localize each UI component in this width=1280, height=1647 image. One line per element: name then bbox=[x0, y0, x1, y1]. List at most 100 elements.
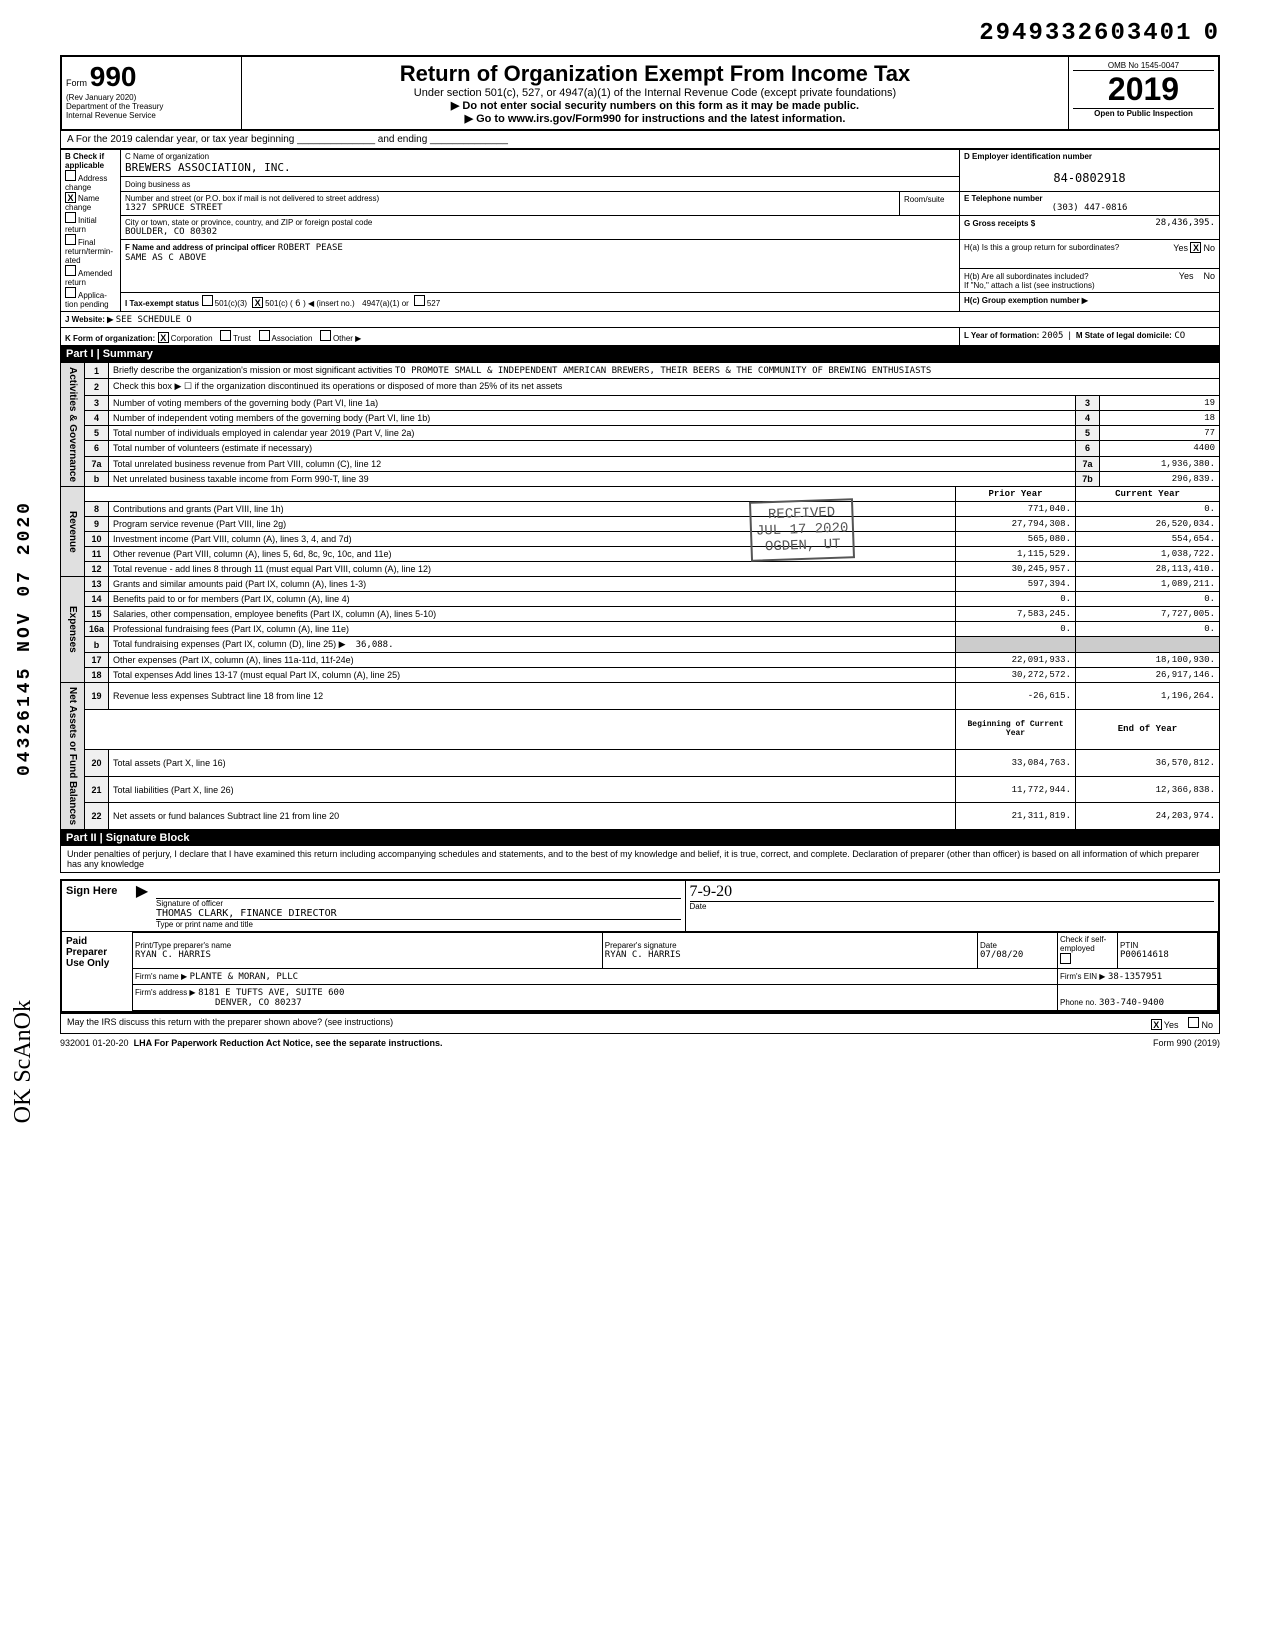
firm-addr2: DENVER, CO 80237 bbox=[135, 998, 1055, 1008]
row-prior: 22,091,933. bbox=[956, 653, 1076, 668]
city: BOULDER, CO 80302 bbox=[125, 227, 955, 237]
row-prior: 33,084,763. bbox=[956, 750, 1076, 777]
hb-note: If "No," attach a list (see instructions… bbox=[964, 281, 1215, 290]
g-label: G Gross receipts $ bbox=[964, 219, 1035, 228]
officer-addr: SAME AS C ABOVE bbox=[125, 253, 955, 263]
prep-name-label: Print/Type preparer's name bbox=[135, 941, 600, 950]
row-num: 18 bbox=[85, 668, 109, 683]
k-trust: Trust bbox=[233, 334, 251, 343]
room-label: Room/suite bbox=[904, 195, 944, 204]
row-label: Total unrelated business revenue from Pa… bbox=[109, 456, 1076, 471]
row-box: 6 bbox=[1076, 441, 1100, 456]
firm-addr1: 8181 E TUFTS AVE, SUITE 600 bbox=[198, 988, 344, 998]
row-val: 4400 bbox=[1100, 441, 1220, 456]
k-corp-box[interactable] bbox=[158, 332, 169, 343]
cat-net: Net Assets or Fund Balances bbox=[65, 685, 80, 827]
row-num: 12 bbox=[85, 562, 109, 577]
row-cur: 7,727,005. bbox=[1076, 607, 1220, 622]
row-prior: 771,040. bbox=[956, 502, 1076, 517]
dba-label: Doing business as bbox=[125, 180, 190, 189]
row-label: Number of independent voting members of … bbox=[109, 410, 1076, 425]
row-num: 4 bbox=[85, 410, 109, 425]
row-cur: 12,366,838. bbox=[1076, 776, 1220, 803]
row-val: 1,936,380. bbox=[1100, 456, 1220, 471]
firm-phone: 303-740-9400 bbox=[1099, 998, 1164, 1008]
row-val: 19 bbox=[1100, 395, 1220, 410]
paid-preparer-label: Paid Preparer Use Only bbox=[62, 932, 132, 1011]
b-label: B Check if applicable bbox=[65, 152, 116, 170]
row-label: Total fundraising expenses (Part IX, col… bbox=[113, 639, 346, 649]
row-label: Net unrelated business taxable income fr… bbox=[109, 471, 1076, 486]
prep-sig: RYAN C. HARRIS bbox=[605, 950, 975, 960]
line1-value: TO PROMOTE SMALL & INDEPENDENT AMERICAN … bbox=[395, 366, 931, 376]
hb-no: No bbox=[1203, 271, 1215, 281]
row-num: 5 bbox=[85, 426, 109, 441]
name-label: Type or print name and title bbox=[156, 919, 681, 929]
perjury-statement: Under penalties of perjury, I declare th… bbox=[60, 846, 1220, 873]
dln-number: 2949332603401 bbox=[979, 20, 1192, 47]
form-dept: Department of the Treasury bbox=[66, 102, 237, 111]
part2-header: Part II | Signature Block bbox=[60, 830, 1220, 846]
ein: 84-0802918 bbox=[964, 171, 1215, 185]
row-box: 4 bbox=[1076, 410, 1100, 425]
line2: Check this box ▶ ☐ if the organization d… bbox=[109, 379, 1220, 395]
discuss-yes-box[interactable] bbox=[1151, 1019, 1162, 1030]
i-label: I Tax-exempt status bbox=[125, 299, 199, 308]
status-c: 501(c) ( bbox=[265, 299, 293, 308]
line1-label: Briefly describe the organization's miss… bbox=[113, 365, 392, 375]
hb-yes: Yes bbox=[1179, 271, 1194, 281]
row-num: 15 bbox=[85, 607, 109, 622]
firm-ein-label: Firm's EIN ▶ bbox=[1060, 972, 1105, 981]
f-label: F Name and address of principal officer bbox=[125, 243, 275, 252]
k-corp: Corporation bbox=[171, 334, 213, 343]
row-num: 20 bbox=[85, 750, 109, 777]
row-val: 77 bbox=[1100, 426, 1220, 441]
row-label: Total liabilities (Part X, line 26) bbox=[109, 776, 956, 803]
col-end: End of Year bbox=[1076, 709, 1220, 750]
status-c-box[interactable] bbox=[252, 297, 263, 308]
row-val: 296,839. bbox=[1100, 471, 1220, 486]
received-stamp: RECEIVED JUL 17 2020 OGDEN, UT bbox=[749, 498, 855, 562]
row-num: 6 bbox=[85, 441, 109, 456]
hb-label: H(b) Are all subordinates included? bbox=[964, 272, 1089, 281]
cat-governance: Activities & Governance bbox=[65, 365, 80, 484]
form-warn1: ▶ Do not enter social security numbers o… bbox=[250, 99, 1060, 112]
row-prior: 27,794,308. bbox=[956, 517, 1076, 532]
e-label: E Telephone number bbox=[964, 194, 1215, 203]
row-label: Number of voting members of the governin… bbox=[109, 395, 1076, 410]
summary-table: Activities & Governance 1 Briefly descri… bbox=[60, 362, 1220, 830]
row-cur: 36,570,812. bbox=[1076, 750, 1220, 777]
row-mid: 36,088. bbox=[356, 640, 394, 650]
row-cur: 1,089,211. bbox=[1076, 577, 1220, 592]
l-label: L Year of formation: bbox=[964, 331, 1039, 340]
col-begin: Beginning of Current Year bbox=[956, 709, 1076, 750]
row-num: 8 bbox=[85, 502, 109, 517]
ha-yes: Yes bbox=[1173, 243, 1188, 253]
c-label: C Name of organization bbox=[125, 152, 955, 161]
row-prior: 565,080. bbox=[956, 532, 1076, 547]
footer-lha: LHA For Paperwork Reduction Act Notice, … bbox=[134, 1038, 443, 1048]
form-irs: Internal Revenue Service bbox=[66, 111, 237, 120]
ptin-label: PTIN bbox=[1120, 941, 1215, 950]
row-num: 16a bbox=[85, 622, 109, 637]
firm-name-label: Firm's name ▶ bbox=[135, 972, 187, 981]
status-4947: 4947(a)(1) or bbox=[362, 299, 409, 308]
row-num: 10 bbox=[85, 532, 109, 547]
footer-form: Form 990 (2019) bbox=[1153, 1038, 1220, 1048]
row-cur: 1,038,722. bbox=[1076, 547, 1220, 562]
check-name-box[interactable] bbox=[65, 192, 76, 203]
row-num: 19 bbox=[85, 683, 109, 710]
sig-date: 7-9-20 bbox=[690, 883, 1215, 901]
dln-suffix: 0 bbox=[1204, 20, 1220, 47]
ha-no: No bbox=[1203, 243, 1215, 253]
row-label: Other expenses (Part IX, column (A), lin… bbox=[109, 653, 956, 668]
row-label: Professional fundraising fees (Part IX, … bbox=[109, 622, 956, 637]
ha-no-box[interactable] bbox=[1190, 242, 1201, 253]
d-label: D Employer identification number bbox=[964, 152, 1215, 161]
row-prior: 0. bbox=[956, 592, 1076, 607]
ha-label: H(a) Is this a group return for subordin… bbox=[964, 243, 1119, 252]
row-cur: 26,520,034. bbox=[1076, 517, 1220, 532]
website: SEE SCHEDULE O bbox=[116, 315, 192, 325]
row-val: 18 bbox=[1100, 410, 1220, 425]
date-label: Date bbox=[690, 901, 1215, 911]
